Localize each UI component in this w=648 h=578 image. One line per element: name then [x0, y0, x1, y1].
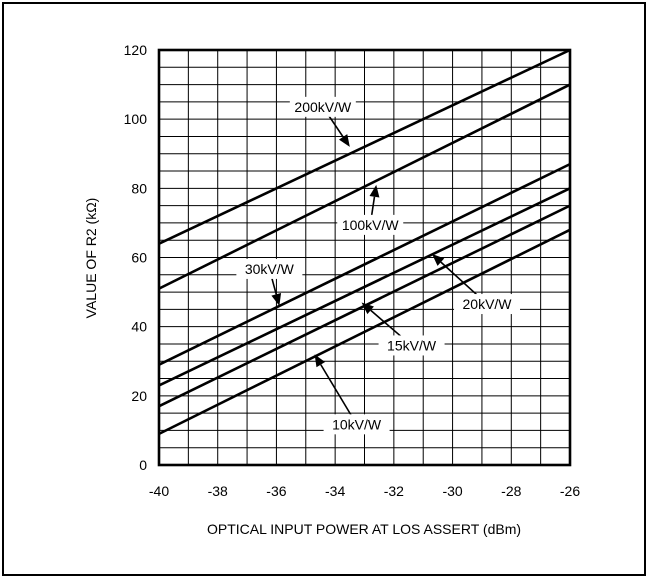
plot-border	[157, 48, 572, 467]
series-label-15kv-w: 15kV/W	[387, 337, 437, 353]
callout-arrowhead-10kv-w	[314, 354, 326, 368]
callout-arrowhead-20kv-w	[432, 254, 445, 266]
callout-box-200kv-w	[289, 96, 356, 117]
x-tick-label: -36	[266, 483, 286, 499]
series-callouts: 200kV/W 100kV/W 30kV/W 20kV/W 15kV/W 10kV/W	[236, 96, 521, 435]
x-tick-label: -38	[208, 483, 228, 499]
x-tick-label: -32	[384, 483, 404, 499]
series-lines	[158, 48, 571, 436]
callout-arrowhead-200kv-w	[338, 134, 350, 147]
series-label-100kv-w: 100kV/W	[342, 217, 400, 233]
callout-arrowhead-100kv-w	[369, 184, 380, 198]
series-label-200kv-w: 200kV/W	[294, 99, 352, 115]
series-label-10kv-w: 10kV/W	[332, 416, 382, 432]
x-axis-label: OPTICAL INPUT POWER AT LOS ASSERT (dBm)	[207, 521, 521, 537]
y-tick-label: 120	[124, 42, 148, 58]
y-tick-label: 40	[131, 319, 147, 335]
callout-arrow-200kv-w	[327, 114, 344, 138]
callout-arrow-10kv-w	[320, 364, 353, 417]
y-tick-label: 20	[131, 388, 147, 404]
callout-box-10kv-w	[323, 414, 390, 435]
x-tick-label: -28	[501, 483, 521, 499]
callout-arrow-15kv-w	[370, 309, 405, 340]
x-tick-label: -40	[149, 483, 169, 499]
callout-arrow-20kv-w	[440, 261, 481, 298]
callout-arrowhead-15kv-w	[361, 302, 374, 315]
y-tick-label: 60	[131, 250, 147, 266]
callout-box-15kv-w	[378, 335, 445, 356]
tick-labels: -40 -38 -36 -34 -32 -30 -28 -26 0 20 40 60 80 100 120	[124, 42, 581, 499]
callout-arrow-100kv-w	[370, 196, 376, 216]
series-label-30kv-w: 30kV/W	[245, 261, 295, 277]
series-line-10kv-w	[158, 228, 571, 436]
plot-area-border	[157, 48, 572, 467]
series-line-100kv-w	[158, 83, 571, 290]
series-label-20kv-w: 20kV/W	[463, 296, 513, 312]
y-axis-label: VALUE OF R2 (kΩ)	[83, 198, 99, 319]
series-line-20kv-w	[158, 187, 571, 387]
y-tick-label: 0	[139, 457, 147, 473]
callout-box-20kv-w	[454, 294, 521, 315]
series-line-30kv-w	[158, 162, 571, 366]
x-tick-label: -30	[442, 483, 462, 499]
y-tick-label: 100	[124, 111, 148, 127]
callout-arrowhead-30kv-w	[271, 293, 282, 306]
callout-box-30kv-w	[236, 258, 303, 279]
callout-arrow-30kv-w	[271, 278, 278, 295]
x-tick-label: -34	[325, 483, 345, 499]
y-tick-label: 80	[131, 180, 147, 196]
x-tick-label: -26	[560, 483, 580, 499]
series-line-200kv-w	[158, 48, 571, 245]
callout-box-100kv-w	[337, 214, 404, 235]
